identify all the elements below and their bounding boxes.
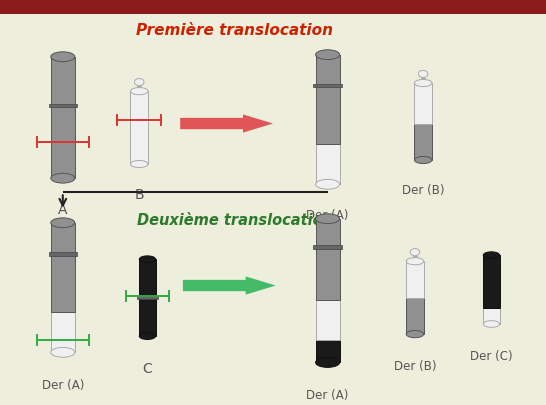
Bar (51, 312, 75, 352)
Ellipse shape (51, 52, 75, 62)
Bar (137, 86, 141, 91)
Bar (51, 223, 75, 312)
Text: Der (A): Der (A) (306, 389, 349, 402)
Bar (406, 261, 424, 298)
Ellipse shape (316, 358, 340, 367)
Bar (49, 252, 77, 256)
Text: Deuxième translocation: Deuxième translocation (137, 213, 333, 228)
Ellipse shape (406, 258, 424, 265)
Bar (483, 308, 500, 324)
Ellipse shape (51, 347, 75, 357)
Bar (313, 245, 342, 249)
Ellipse shape (418, 70, 428, 77)
Ellipse shape (414, 79, 432, 87)
Ellipse shape (406, 330, 424, 338)
Ellipse shape (483, 252, 500, 258)
Bar (137, 296, 158, 299)
Ellipse shape (130, 87, 148, 95)
Ellipse shape (414, 156, 432, 164)
Bar (316, 219, 340, 300)
Text: Der (C): Der (C) (470, 350, 513, 363)
Bar (313, 84, 342, 87)
Bar (406, 298, 424, 334)
Bar (316, 55, 340, 144)
FancyArrow shape (180, 115, 273, 133)
Text: Première translocation: Première translocation (136, 23, 333, 38)
Bar (413, 256, 417, 261)
Bar (316, 300, 340, 340)
Bar (414, 124, 432, 160)
Text: Der (B): Der (B) (394, 360, 436, 373)
Ellipse shape (51, 218, 75, 228)
Text: Der (A): Der (A) (306, 209, 349, 222)
FancyArrow shape (183, 276, 276, 295)
Ellipse shape (316, 214, 340, 224)
Ellipse shape (134, 79, 144, 85)
Ellipse shape (316, 179, 340, 189)
Ellipse shape (410, 249, 420, 256)
Bar (483, 255, 500, 308)
Ellipse shape (51, 173, 75, 183)
Bar (316, 144, 340, 184)
Ellipse shape (139, 256, 156, 262)
Bar (316, 340, 340, 362)
Bar (49, 104, 77, 107)
Bar (414, 83, 432, 124)
Text: B: B (134, 188, 144, 202)
Bar (0, 0, 546, 14)
Ellipse shape (483, 321, 500, 327)
Bar (421, 78, 425, 83)
Bar (130, 91, 148, 164)
Ellipse shape (139, 333, 156, 339)
Text: C: C (143, 362, 152, 377)
Ellipse shape (130, 160, 148, 168)
Text: Der (B): Der (B) (402, 184, 444, 197)
Text: Der (A): Der (A) (41, 379, 84, 392)
Bar (139, 259, 156, 336)
Ellipse shape (316, 50, 340, 60)
Text: A: A (58, 202, 68, 217)
Bar (51, 57, 75, 178)
